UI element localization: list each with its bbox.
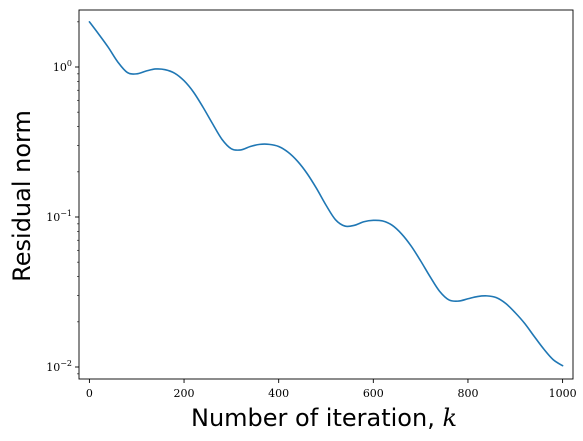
x-axis-label: Number of iteration, k [191,404,457,432]
x-tick-label: 200 [174,387,195,400]
y-axis-ticks: 100 10−1 10−2 [46,59,79,374]
y-axis-label: Residual norm [8,110,36,282]
plot-background [79,10,573,379]
x-axis-ticks: 0 200 400 600 800 1000 [86,379,577,400]
x-axis-label-math: k [442,404,457,432]
x-tick-label: 0 [86,387,93,400]
x-tick-label: 1000 [549,387,577,400]
y-tick-label: 10−2 [46,359,72,374]
x-tick-label: 800 [457,387,478,400]
y-tick-label: 100 [53,59,72,74]
y-tick-label: 10−1 [46,209,72,224]
x-tick-label: 600 [363,387,384,400]
x-tick-label: 400 [268,387,289,400]
